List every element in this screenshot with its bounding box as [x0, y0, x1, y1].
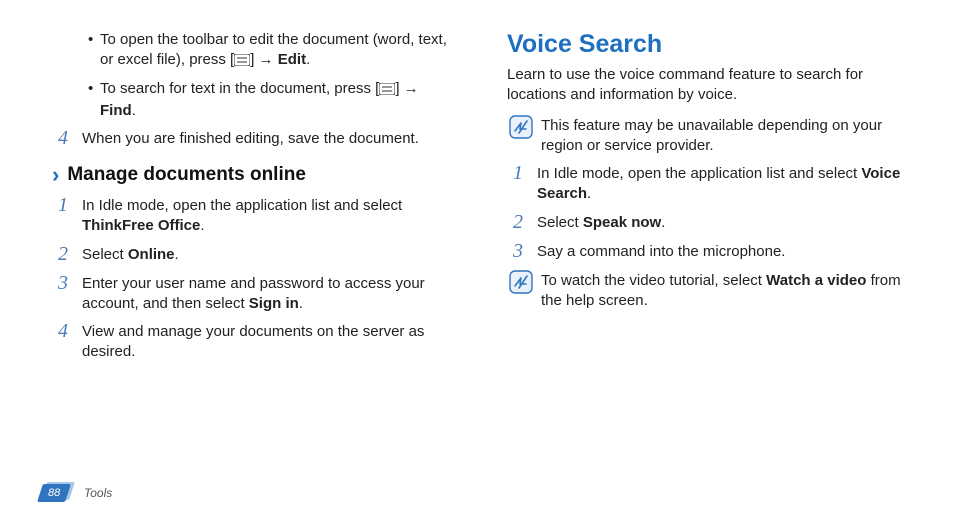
step-text: When you are finished editing, save the …: [82, 127, 447, 150]
bullet-dot: •: [88, 79, 100, 122]
menu-icon: [379, 81, 395, 101]
note-icon: [507, 114, 537, 157]
text-fragment: .: [200, 217, 204, 234]
text-fragment: ] →: [250, 51, 278, 68]
bullet-text: To open the toolbar to edit the document…: [100, 30, 447, 73]
note-icon: [507, 269, 537, 312]
text-fragment: In Idle mode, open the application list …: [82, 197, 402, 214]
step-number: 4: [52, 127, 82, 150]
menu-icon: [234, 52, 250, 72]
step-number: 3: [507, 240, 537, 263]
step-number: 2: [52, 243, 82, 266]
text-fragment: ] →: [395, 80, 418, 97]
text-fragment: To watch the video tutorial, select: [541, 272, 766, 289]
bullet-item: • To open the toolbar to edit the docume…: [88, 30, 447, 73]
bold-text: Sign in: [249, 295, 299, 312]
step-number: 2: [507, 211, 537, 234]
left-column: • To open the toolbar to edit the docume…: [40, 30, 477, 508]
numbered-step: 1 In Idle mode, open the application lis…: [52, 194, 447, 237]
numbered-step: 3 Say a command into the microphone.: [507, 240, 902, 263]
bullet-item: • To search for text in the document, pr…: [88, 79, 447, 122]
page-number-badge: 88: [40, 484, 76, 502]
page-footer: 88 Tools: [40, 484, 112, 502]
page-number: 88: [48, 487, 60, 499]
intro-text: Learn to use the voice command feature t…: [507, 65, 902, 106]
bullet-text: To search for text in the document, pres…: [100, 79, 447, 122]
note-block: This feature may be unavailable dependin…: [507, 114, 902, 157]
step-text: In Idle mode, open the application list …: [82, 194, 447, 237]
text-fragment: .: [306, 51, 310, 68]
text-fragment: Say a command into the microphone.: [537, 243, 785, 260]
numbered-step: 2 Select Online.: [52, 243, 447, 266]
text-fragment: To search for text in the document, pres…: [100, 80, 379, 97]
text-fragment: .: [175, 246, 179, 263]
text-fragment: .: [587, 185, 591, 202]
step-number: 3: [52, 272, 82, 315]
bold-text: Find: [100, 102, 132, 119]
numbered-step: 1 In Idle mode, open the application lis…: [507, 162, 902, 205]
step-text: Select Speak now.: [537, 211, 902, 234]
text-fragment: Select: [82, 246, 128, 263]
step-text: Say a command into the microphone.: [537, 240, 902, 263]
step-text: In Idle mode, open the application list …: [537, 162, 902, 205]
bold-text: Online: [128, 246, 175, 263]
section-heading-text: Manage documents online: [67, 164, 306, 186]
text-fragment: Select: [537, 214, 583, 231]
right-column: Voice Search Learn to use the voice comm…: [477, 30, 914, 508]
numbered-step: 3 Enter your user name and password to a…: [52, 272, 447, 315]
text-fragment: In Idle mode, open the application list …: [537, 165, 861, 182]
numbered-step: 4 When you are finished editing, save th…: [52, 127, 447, 150]
step-text: Enter your user name and password to acc…: [82, 272, 447, 315]
bullet-dot: •: [88, 30, 100, 73]
bold-text: ThinkFree Office: [82, 217, 200, 234]
step-text: View and manage your documents on the se…: [82, 320, 447, 363]
step-number: 4: [52, 320, 82, 363]
text-fragment: .: [299, 295, 303, 312]
chevron-right-icon: ›: [52, 164, 59, 186]
note-text: This feature may be unavailable dependin…: [537, 114, 902, 157]
chapter-name: Tools: [84, 486, 112, 500]
page-root: • To open the toolbar to edit the docume…: [0, 0, 954, 518]
numbered-step: 2 Select Speak now.: [507, 211, 902, 234]
step-number: 1: [52, 194, 82, 237]
step-number: 1: [507, 162, 537, 205]
text-fragment: .: [661, 214, 665, 231]
text-fragment: View and manage your documents on the se…: [82, 323, 424, 360]
page-title: Voice Search: [507, 30, 902, 59]
text-fragment: .: [132, 102, 136, 119]
step-text: Select Online.: [82, 243, 447, 266]
note-text: To watch the video tutorial, select Watc…: [537, 269, 902, 312]
section-heading: › Manage documents online: [52, 164, 447, 186]
note-block: To watch the video tutorial, select Watc…: [507, 269, 902, 312]
numbered-step: 4 View and manage your documents on the …: [52, 320, 447, 363]
bold-text: Speak now: [583, 214, 661, 231]
bold-text: Watch a video: [766, 272, 866, 289]
bold-text: Edit: [278, 51, 306, 68]
